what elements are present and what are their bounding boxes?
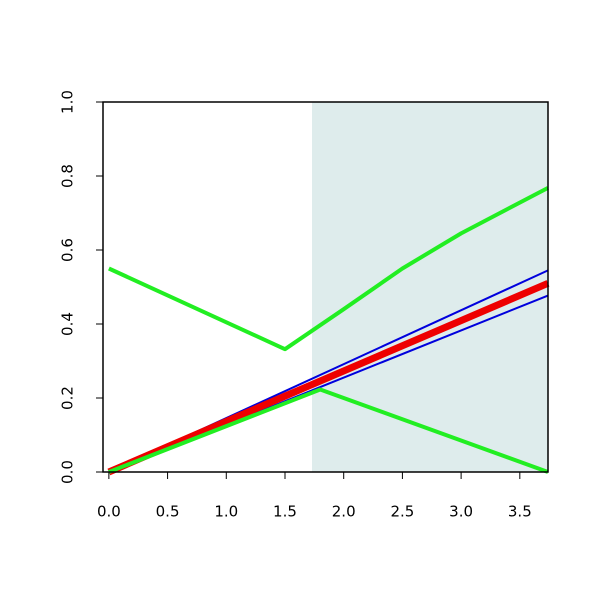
shaded-region xyxy=(311,102,548,472)
x-tick-label: 1.5 xyxy=(273,503,297,521)
y-tick-label: 0.6 xyxy=(59,238,77,262)
line xyxy=(108,387,549,474)
y-tick-label: 0.8 xyxy=(59,164,77,188)
x-tick-label: 0.0 xyxy=(97,503,121,521)
y-tick-label: 1.0 xyxy=(59,90,77,114)
y-tick-label: 0.4 xyxy=(59,312,77,336)
y-tick-label: 0.0 xyxy=(59,460,77,484)
y-tick-label: 0.2 xyxy=(59,386,77,410)
x-tick-label: 3.0 xyxy=(449,503,473,521)
x-tick-label: 2.5 xyxy=(390,503,414,521)
x-tick-label: 3.5 xyxy=(508,503,532,521)
line xyxy=(108,186,549,352)
plot-box xyxy=(102,101,549,473)
line xyxy=(107,280,550,476)
x-tick-label: 1.0 xyxy=(214,503,238,521)
x-tick-label: 0.5 xyxy=(156,503,180,521)
x-tick-label: 2.0 xyxy=(332,503,356,521)
